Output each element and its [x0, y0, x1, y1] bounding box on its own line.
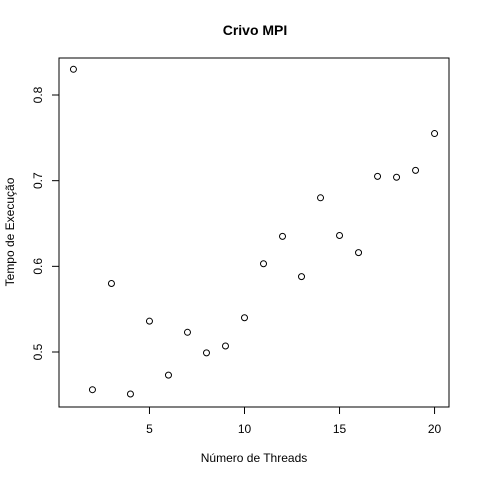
data-point — [317, 194, 325, 202]
data-point — [431, 130, 439, 138]
data-point — [336, 231, 344, 239]
x-axis: 5 10 15 20 — [146, 407, 442, 436]
data-point — [88, 386, 96, 394]
y-tick-label: 0.5 — [31, 343, 45, 360]
x-tick-label: 5 — [146, 422, 153, 436]
data-point — [183, 328, 191, 336]
y-axis: 0.5 0.6 0.7 0.8 — [31, 86, 59, 360]
x-tick-label: 20 — [428, 422, 442, 436]
data-point — [240, 314, 248, 322]
data-point — [202, 349, 210, 357]
data-point — [126, 390, 134, 398]
data-point — [145, 317, 153, 325]
data-point — [412, 166, 420, 174]
y-tick-label: 0.7 — [31, 172, 45, 189]
data-point — [393, 173, 401, 181]
data-point — [298, 273, 306, 281]
data-point — [374, 172, 382, 180]
chart-title: Crivo MPI — [223, 22, 288, 38]
y-tick-label: 0.8 — [31, 86, 45, 103]
plot-frame — [58, 57, 450, 408]
x-axis-label: Número de Threads — [201, 451, 308, 465]
x-tick-label: 10 — [238, 422, 252, 436]
data-point — [279, 232, 287, 240]
data-point — [164, 371, 172, 379]
data-point — [260, 260, 268, 268]
data-point — [221, 342, 229, 350]
y-axis-label: Tempo de Execução — [3, 177, 17, 286]
data-points — [69, 65, 439, 398]
data-point — [355, 249, 363, 257]
x-tick-label: 15 — [333, 422, 347, 436]
data-point — [69, 65, 77, 73]
y-tick-label: 0.6 — [31, 258, 45, 275]
data-point — [107, 279, 115, 287]
